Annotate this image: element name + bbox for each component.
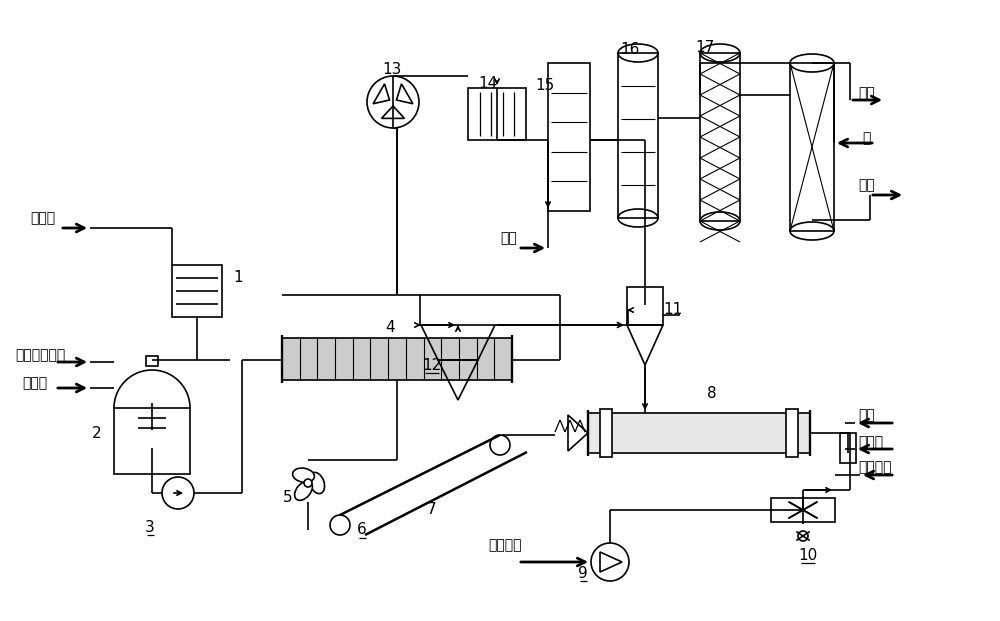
Text: 12: 12 [422,358,442,373]
Text: 工业副产石膏: 工业副产石膏 [15,348,65,362]
Text: 3: 3 [145,520,155,535]
Bar [548,63,590,211]
Polygon shape [396,84,413,104]
Text: 5: 5 [283,491,293,505]
Bar [771,498,835,522]
Ellipse shape [293,468,314,483]
Text: 洗涤水: 洗涤水 [22,376,47,390]
Ellipse shape [295,481,312,501]
Bar [468,88,526,140]
Bar [588,413,810,453]
Text: 11: 11 [663,302,683,317]
Text: 16: 16 [620,42,640,58]
Text: 9: 9 [578,566,588,581]
Bar [114,408,190,474]
Text: 1: 1 [233,271,243,286]
Text: 7: 7 [427,502,437,517]
Bar [840,433,856,463]
Text: 6: 6 [357,522,367,538]
Text: 碳材料: 碳材料 [30,211,55,225]
Text: 硅钙基料: 硅钙基料 [858,460,892,474]
Bar [627,287,663,325]
Bar [146,356,158,366]
Polygon shape [382,106,404,119]
Bar [790,63,834,231]
Text: 2: 2 [92,425,102,440]
Bar [172,265,222,317]
Text: 空气: 空气 [500,231,517,245]
Text: 助燃空气: 助燃空气 [488,538,522,552]
Polygon shape [373,84,390,104]
Bar [600,409,612,457]
Text: 17: 17 [695,40,715,55]
Text: 放空: 放空 [858,86,875,100]
Text: 水: 水 [862,131,870,145]
Text: 燃料: 燃料 [858,408,875,422]
Bar [700,53,740,221]
Bar [786,409,798,457]
Text: 13: 13 [382,63,402,78]
Text: 硫酸: 硫酸 [858,178,875,192]
Circle shape [304,479,312,487]
Text: 8: 8 [707,386,717,401]
Bar [282,338,512,380]
Text: 水蒸汽: 水蒸汽 [858,435,883,449]
Text: 4: 4 [385,320,395,335]
Text: 14: 14 [478,76,498,91]
Bar [618,53,658,218]
Text: 10: 10 [798,548,818,563]
Text: 15: 15 [535,78,555,93]
Ellipse shape [309,473,325,494]
